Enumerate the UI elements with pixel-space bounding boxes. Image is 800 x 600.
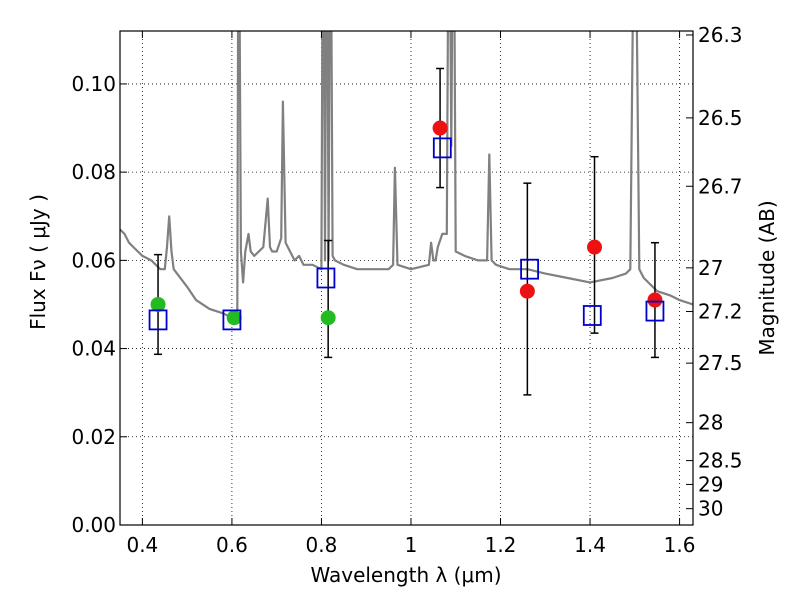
y-tick-label-2: 0.04 [71, 337, 116, 361]
red-point-1 [519, 283, 535, 299]
right-tick-label-9: 30 [698, 497, 723, 521]
model-spectrum-line [120, 31, 693, 319]
x-axis-label: Wavelength λ (μm) [310, 563, 501, 587]
right-axis-label: Magnitude (AB) [755, 200, 779, 355]
x-tick-label-5: 1.4 [574, 533, 606, 557]
x-tick-label-6: 1.6 [664, 533, 696, 557]
blue-square-3 [432, 137, 452, 159]
right-tick-label-2: 26.7 [698, 174, 743, 198]
blue-square-0 [148, 309, 168, 331]
x-tick-label-2: 0.8 [306, 533, 338, 557]
x-tick-label-4: 1.2 [485, 533, 517, 557]
x-tick-label-1: 0.6 [216, 533, 248, 557]
y-tick-label-1: 0.02 [71, 425, 116, 449]
plot-frame [119, 30, 694, 526]
blue-square-6 [645, 300, 665, 322]
right-tick-label-1: 26.5 [698, 106, 743, 130]
y-tick-label-4: 0.08 [71, 160, 116, 184]
blue-square-2 [316, 267, 336, 289]
data-layer [120, 31, 693, 396]
y-tick-label-3: 0.06 [71, 248, 116, 272]
green-point-1 [226, 310, 242, 326]
red-point-3 [647, 292, 663, 308]
green-point-0 [150, 296, 166, 312]
y-axis-label: Flux Fν ( μJy ) [26, 194, 50, 330]
right-tick-label-3: 27 [698, 256, 723, 280]
tick-layer: 0.4 0.6 0.8 1 1.2 1.4 1.6 0.00 0.02 0.04 0.06 0.08 0… [71, 23, 742, 557]
green-point-2 [320, 310, 336, 326]
right-tick-label-7: 28.5 [698, 449, 743, 473]
blue-square-1 [222, 309, 242, 331]
x-tick-label-3: 1 [405, 533, 418, 557]
blue-square-5 [582, 305, 602, 326]
right-tick-label-5: 27.5 [698, 351, 743, 375]
right-tick-label-4: 27.2 [698, 300, 743, 324]
right-tick-label-0: 26.3 [698, 23, 743, 47]
y-tick-label-5: 0.10 [71, 72, 116, 96]
blue-square-4 [520, 258, 540, 280]
red-point-0 [432, 120, 448, 136]
red-point-2 [587, 239, 603, 255]
right-tick-label-6: 28 [698, 411, 723, 435]
right-tick-label-8: 29 [698, 472, 723, 496]
y-tick-label-0: 0.00 [71, 513, 116, 537]
x-tick-label-0: 0.4 [126, 533, 158, 557]
